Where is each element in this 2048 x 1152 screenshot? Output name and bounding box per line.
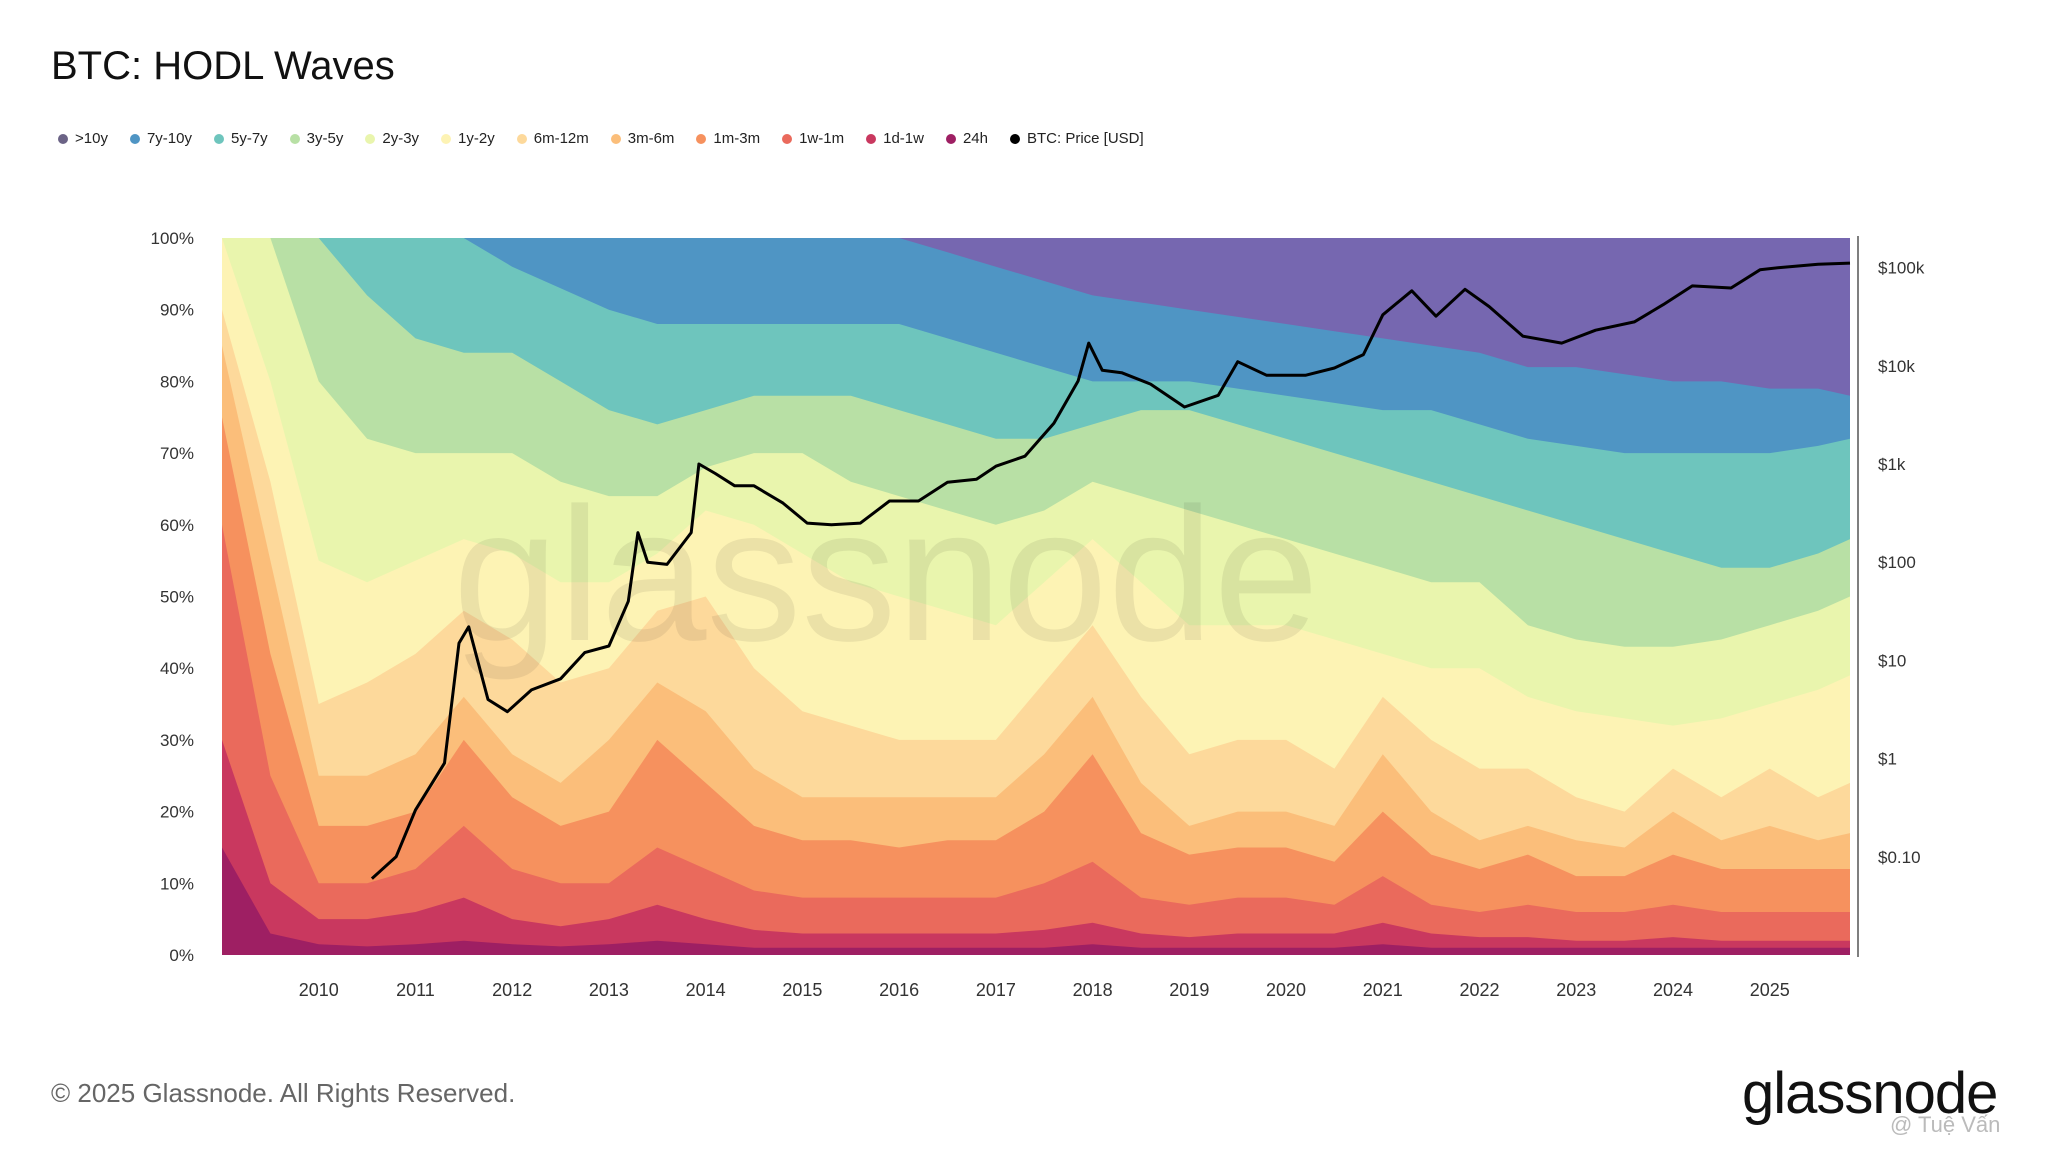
legend-label: 1y-2y (458, 130, 495, 147)
legend-dot (945, 133, 956, 144)
x-tick-label: 2011 (396, 980, 435, 1000)
y-right-tick-label: $10k (1878, 357, 1915, 376)
y-right-tick-label: $1k (1878, 455, 1906, 474)
x-tick-label: 2015 (782, 980, 822, 1000)
y-left-tick-label: 0% (169, 946, 194, 965)
legend-item-1[interactable]: 7y-10y (129, 130, 192, 147)
y-left-tick-label: 70% (160, 444, 194, 463)
legend-label: 3m-6m (627, 130, 675, 147)
x-tick-label: 2014 (686, 980, 726, 1000)
band-1m-3m[interactable] (222, 417, 1850, 955)
y-right-tick-label: $100k (1878, 259, 1925, 278)
legend-label: 1m-3m (713, 130, 761, 147)
x-tick-label: 2019 (1169, 980, 1209, 1000)
legend-item-11[interactable]: 24h (945, 130, 988, 147)
y-left-tick-label: 60% (160, 516, 194, 535)
legend-dot (365, 133, 376, 144)
legend-dot (213, 133, 224, 144)
legend-dot (516, 133, 527, 144)
legend-dot (441, 133, 452, 144)
y-left-tick-label: 30% (160, 731, 194, 750)
y-left-tick-label: 100% (151, 229, 194, 248)
glassnode-logo: glassnode (1742, 1061, 1998, 1126)
btc-price-line[interactable] (370, 261, 1851, 880)
x-tick-label: 2023 (1556, 980, 1596, 1000)
x-tick-label: 2016 (879, 980, 919, 1000)
legend-label: 3y-5y (306, 130, 344, 147)
legend-item-3[interactable]: 3y-5y (289, 130, 344, 147)
x-tick-label: 2022 (1459, 980, 1499, 1000)
band-1w-1m[interactable] (222, 524, 1850, 955)
legend-item-2[interactable]: 5y-7y (213, 130, 268, 147)
x-tick-label: 2024 (1653, 980, 1693, 1000)
legend-item-6[interactable]: 6m-12m (516, 130, 589, 147)
legend-label: 24h (962, 130, 988, 147)
legend-item-8[interactable]: 1m-3m (696, 130, 760, 147)
x-tick-label: 2021 (1363, 980, 1403, 1000)
legend-item-4[interactable]: 2y-3y (365, 130, 419, 147)
legend-item-7[interactable]: 3m-6m (610, 130, 675, 147)
x-tick-label: 2013 (589, 980, 629, 1000)
legend-dot (129, 133, 140, 144)
x-tick-label: 2017 (976, 980, 1016, 1000)
legend-item-9[interactable]: 1w-1m (782, 130, 844, 147)
legend-label: 1d-1w (883, 130, 924, 147)
x-tick-label: 2020 (1266, 980, 1306, 1000)
legend-label: 7y-10y (146, 130, 192, 147)
y-right-tick-label: $1 (1878, 750, 1897, 769)
legend-dot (782, 133, 793, 144)
x-tick-label: 2012 (492, 980, 532, 1000)
x-tick-label: 2010 (299, 980, 339, 1000)
x-tick-label: 2018 (1073, 980, 1113, 1000)
legend-dot (696, 133, 707, 144)
legend-label: 1w-1m (799, 130, 845, 147)
legend-item-5[interactable]: 1y-2y (441, 130, 495, 147)
x-tick-label: 2025 (1750, 980, 1790, 1000)
legend-item-0[interactable]: >10y (58, 130, 108, 147)
legend-label: >10y (75, 130, 108, 147)
y-right-tick-label: $100 (1878, 553, 1916, 572)
band-1d-1w[interactable] (222, 739, 1850, 955)
legend-label: 5y-7y (230, 130, 268, 147)
y-left-tick-label: 10% (160, 874, 194, 893)
y-right-tick-label: $0.10 (1878, 848, 1921, 867)
legend-item-10[interactable]: 1d-1w (866, 130, 924, 147)
chart-title: BTC: HODL Waves (51, 44, 395, 88)
legend-label: BTC: Price [USD] (1027, 130, 1144, 147)
y-right-tick-label: $10 (1878, 651, 1906, 670)
legend-label: 2y-3y (382, 130, 420, 147)
y-left-tick-label: 50% (160, 588, 194, 607)
legend-dot (610, 133, 621, 144)
legend: >10y 7y-10y 5y-7y 3y-5y 2y-3y 1y-2y 6m-12m 3m-6… (58, 130, 1144, 147)
corner-watermark: @ Tuệ Vấn (1890, 1112, 2001, 1137)
legend-dot (1010, 133, 1020, 144)
legend-label: 6m-12m (533, 130, 589, 147)
legend-dot (58, 133, 68, 144)
y-left-tick-label: 80% (160, 372, 194, 391)
y-left-tick-label: 40% (160, 659, 194, 678)
y-left-tick-label: 90% (160, 301, 194, 320)
y-left-tick-label: 20% (160, 803, 194, 822)
legend-dot (289, 133, 300, 144)
copyright-footer: © 2025 Glassnode. All Rights Reserved. (51, 1078, 516, 1108)
legend-dot (866, 133, 877, 144)
legend-item-12[interactable]: BTC: Price [USD] (1010, 130, 1144, 147)
chart-watermark: glassnode (453, 469, 1319, 681)
